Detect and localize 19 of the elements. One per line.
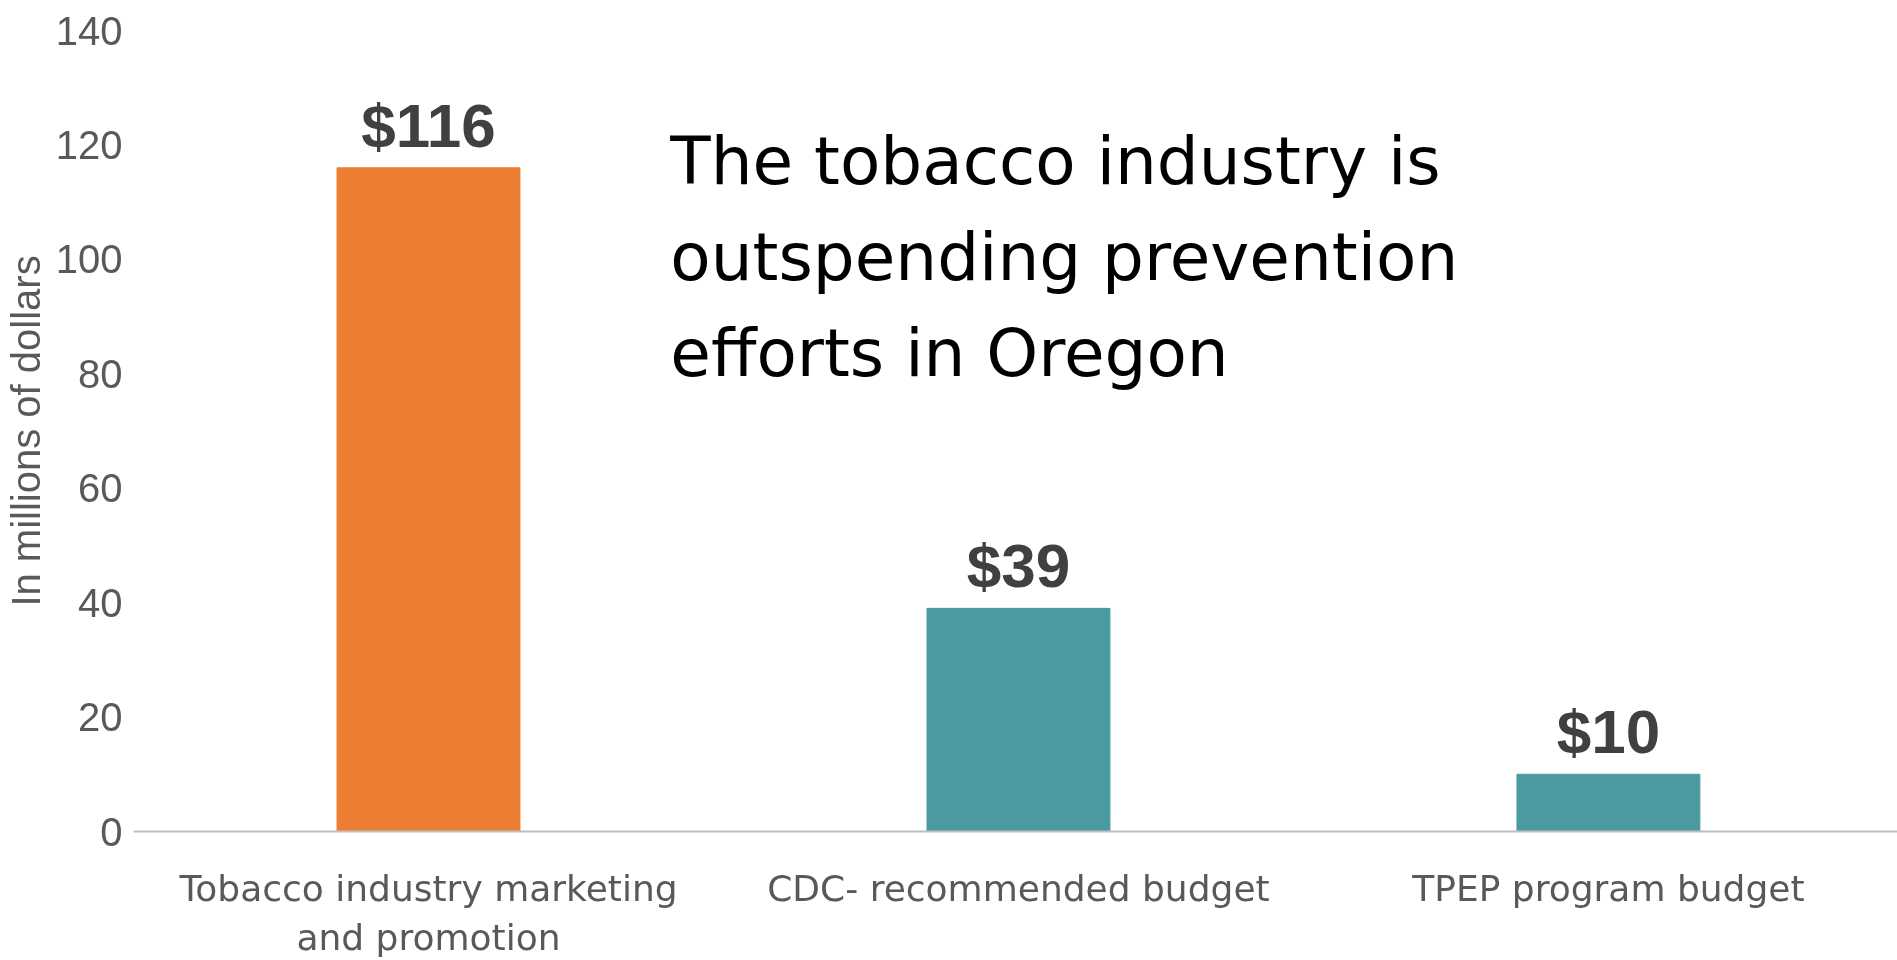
y-axis-title: In millions of dollars — [3, 255, 48, 607]
x-tick-label: CDC- recommended budget — [767, 867, 1270, 909]
x-tick-label: TPEP program budget — [1411, 867, 1805, 909]
x-tick-label: Tobacco industry marketing and promotion — [178, 867, 678, 958]
y-tick-label: 20 — [78, 695, 123, 740]
y-tick-label: 100 — [55, 237, 123, 282]
bar — [926, 607, 1111, 832]
y-tick-label: 80 — [78, 351, 123, 396]
annotation: The tobacco industry is outspending prevention efforts in Oregon — [669, 122, 1459, 393]
data-label: $39 — [966, 531, 1071, 601]
bar — [336, 167, 521, 832]
y-tick-label: 120 — [55, 122, 123, 167]
bar — [1516, 773, 1701, 832]
y-tick-label: 60 — [78, 466, 123, 511]
y-tick-label: 40 — [78, 580, 123, 625]
y-tick-label: 140 — [55, 8, 123, 53]
data-label: $116 — [361, 90, 496, 160]
data-label: $10 — [1556, 697, 1661, 767]
y-tick-label: 0 — [100, 809, 123, 854]
